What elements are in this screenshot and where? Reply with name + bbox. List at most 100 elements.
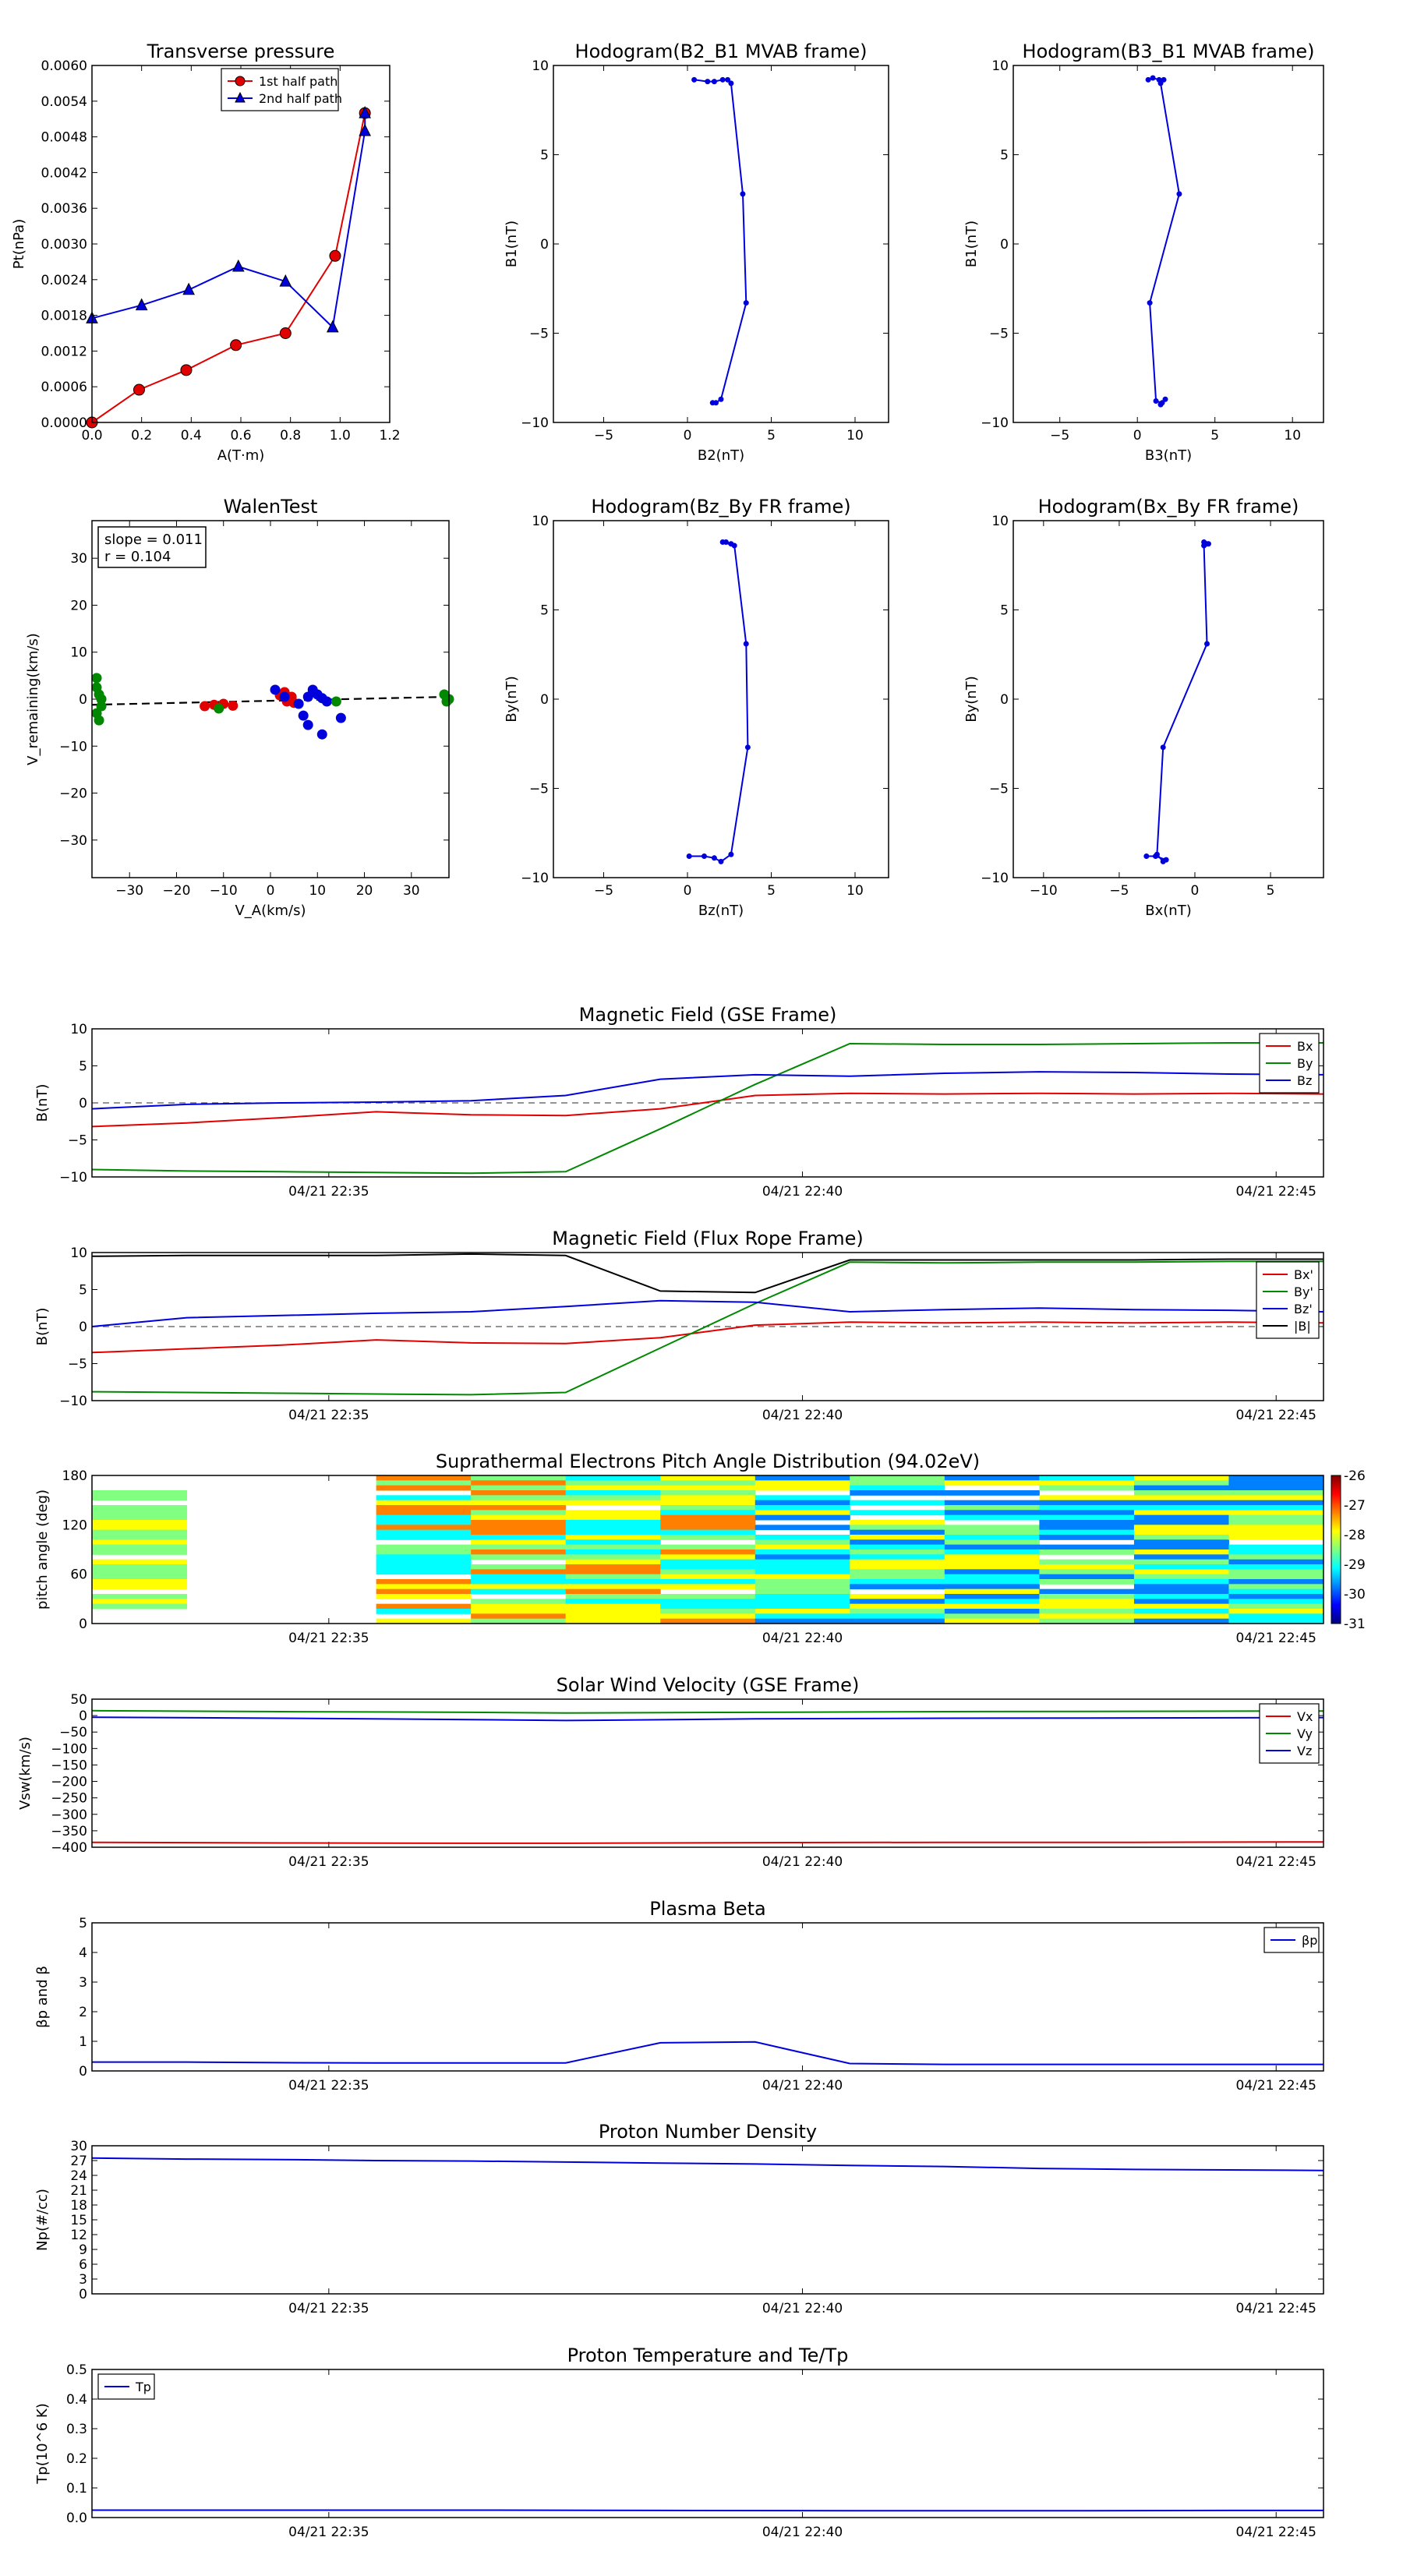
heatmap-cell bbox=[92, 1529, 188, 1535]
legend-box bbox=[221, 68, 339, 111]
y-tick-label: 30 bbox=[70, 551, 87, 567]
heatmap-cell bbox=[660, 1594, 756, 1599]
heatmap-cell bbox=[471, 1535, 567, 1540]
heatmap-cell bbox=[944, 1490, 1040, 1496]
heatmap-cell bbox=[660, 1510, 756, 1516]
x-tick-label: 0 bbox=[1133, 428, 1142, 443]
heatmap-cell bbox=[660, 1559, 756, 1565]
heatmap-cell bbox=[92, 1510, 188, 1516]
data-point bbox=[1163, 857, 1169, 863]
x-tick-label: −10 bbox=[210, 883, 238, 899]
heatmap-cell bbox=[755, 1554, 850, 1560]
heatmap-cell bbox=[1039, 1525, 1135, 1531]
legend: 1st half path 2nd half path bbox=[221, 68, 342, 111]
y-tick-label: 21 bbox=[70, 2183, 87, 2199]
heatmap-cell bbox=[565, 1618, 661, 1624]
heatmap-cell bbox=[660, 1529, 756, 1535]
heatmap-cell bbox=[660, 1544, 756, 1550]
heatmap-cell bbox=[1228, 1574, 1324, 1580]
y-tick-label: 0.0000 bbox=[41, 415, 87, 431]
x-tick-label: 04/21 22:35 bbox=[288, 2301, 369, 2316]
plot-area bbox=[92, 1253, 1323, 1396]
y-tick-label: 1 bbox=[79, 2034, 87, 2050]
heatmap-cell bbox=[376, 1544, 472, 1550]
heatmap-cell bbox=[944, 1618, 1040, 1624]
heatmap-cells bbox=[92, 1475, 1324, 1624]
heatmap-cell bbox=[376, 1514, 472, 1521]
heatmap-cell bbox=[471, 1618, 567, 1624]
data-point bbox=[135, 298, 148, 311]
chart-2: Hodogram(B3_B1 MVAB frame) −10 −5 0 5 10 −5 0 5 1… bbox=[963, 41, 1324, 464]
heatmap-cell bbox=[660, 1475, 756, 1481]
colorbar-label: -27 bbox=[1344, 1498, 1366, 1514]
heatmap-cell bbox=[92, 1599, 188, 1605]
heatmap-cell bbox=[376, 1569, 472, 1575]
heatmap-cell bbox=[565, 1514, 661, 1521]
x-tick-label: 0.0 bbox=[81, 428, 102, 443]
heatmap-cell bbox=[1039, 1579, 1135, 1585]
heatmap-cell bbox=[565, 1544, 661, 1550]
heatmap-cell bbox=[1228, 1490, 1324, 1496]
y-tick-label: 15 bbox=[70, 2213, 87, 2228]
x-tick-label: 1.0 bbox=[330, 428, 351, 443]
chart-title: WalenTest bbox=[224, 496, 318, 518]
heatmap-cell bbox=[660, 1564, 756, 1570]
scatter-point bbox=[302, 691, 313, 702]
heatmap-cell bbox=[1133, 1475, 1229, 1481]
data-point bbox=[359, 123, 371, 136]
heatmap-cell bbox=[660, 1490, 756, 1496]
heatmap-cell bbox=[850, 1544, 945, 1550]
heatmap-cell bbox=[1228, 1579, 1324, 1585]
heatmap-cell bbox=[1228, 1559, 1324, 1565]
x-axis-label: A(T·m) bbox=[217, 447, 265, 464]
data-point bbox=[1157, 80, 1164, 87]
legend-marker bbox=[235, 76, 246, 87]
y-tick-label: −5 bbox=[529, 782, 549, 797]
heatmap-cell bbox=[1228, 1554, 1324, 1560]
data-point bbox=[740, 191, 746, 197]
heatmap-cell bbox=[1228, 1618, 1324, 1624]
heatmap-cell bbox=[755, 1584, 850, 1590]
data-point bbox=[1162, 396, 1168, 402]
x-tick-label: 0.4 bbox=[181, 428, 202, 443]
heatmap-cell bbox=[471, 1549, 567, 1555]
plot-area bbox=[1147, 76, 1180, 405]
data-point bbox=[133, 383, 145, 396]
y-tick-label: −250 bbox=[51, 1791, 87, 1807]
x-tick-label: −5 bbox=[1050, 428, 1069, 443]
data-point bbox=[725, 76, 731, 83]
heatmap-cell bbox=[376, 1579, 472, 1585]
chart-1: Hodogram(B2_B1 MVAB frame) −10 −5 0 5 10 −5 0 5 1… bbox=[504, 41, 889, 464]
heatmap-cell bbox=[1039, 1520, 1135, 1525]
series-line-0 bbox=[1147, 76, 1180, 405]
heatmap-cell bbox=[944, 1500, 1040, 1506]
y-tick-label: 5 bbox=[79, 1916, 87, 1931]
data-point bbox=[329, 249, 341, 262]
y-tick-label: 0 bbox=[79, 1617, 87, 1632]
chart-title: Magnetic Field (Flux Rope Frame) bbox=[552, 1228, 863, 1249]
data-point bbox=[686, 853, 692, 860]
y-tick-label: 0.0012 bbox=[41, 344, 87, 359]
heatmap-cell bbox=[376, 1564, 472, 1570]
heatmap-cell bbox=[471, 1579, 567, 1585]
heatmap-cell bbox=[1133, 1490, 1229, 1496]
heatmap-cell bbox=[1133, 1579, 1229, 1585]
heatmap-cell bbox=[1039, 1564, 1135, 1570]
y-tick-label: 0.0048 bbox=[41, 130, 87, 146]
heatmap-cell bbox=[471, 1510, 567, 1516]
heatmap-cell bbox=[92, 1490, 188, 1496]
x-tick-label: 30 bbox=[403, 883, 420, 899]
heatmap-cell bbox=[850, 1594, 945, 1599]
heatmap-cell bbox=[755, 1549, 850, 1555]
data-point bbox=[718, 396, 724, 402]
heatmap-cell bbox=[376, 1554, 472, 1560]
y-tick-label: −10 bbox=[59, 739, 87, 754]
heatmap-cell bbox=[471, 1500, 567, 1506]
plot-area bbox=[694, 79, 747, 404]
fit-line bbox=[91, 695, 450, 706]
heatmap-cell bbox=[1228, 1588, 1324, 1595]
heatmap-cell bbox=[755, 1500, 850, 1506]
series-line-0 bbox=[694, 79, 747, 404]
heatmap-cell bbox=[850, 1485, 945, 1491]
data-point bbox=[1161, 76, 1167, 83]
